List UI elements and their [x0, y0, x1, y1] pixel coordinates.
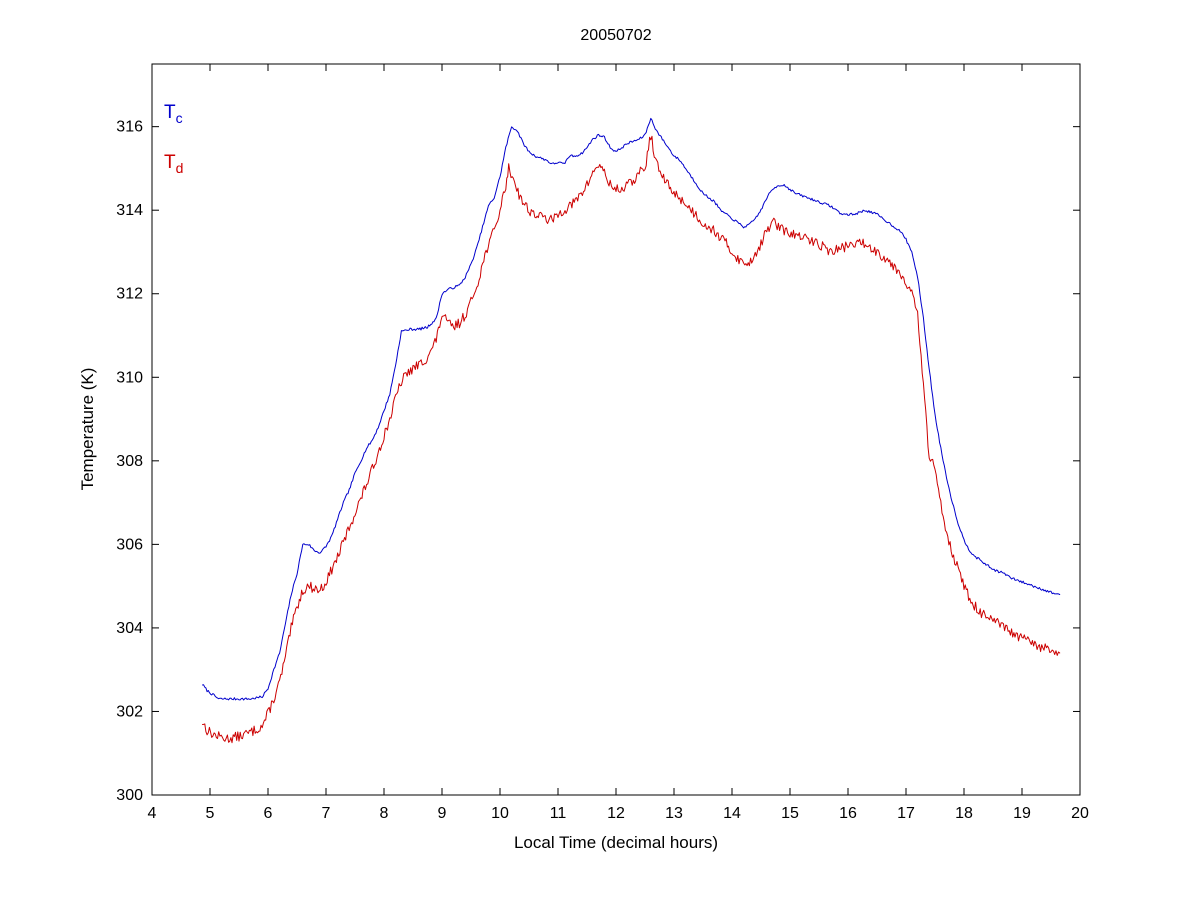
- x-axis-label: Local Time (decimal hours): [513, 833, 719, 852]
- x-tick-label-6: 6: [264, 805, 273, 822]
- x-tick-label-8: 8: [380, 805, 389, 822]
- x-tick-label-18: 18: [955, 805, 973, 822]
- y-tick-label-304: 304: [116, 620, 143, 637]
- x-tick-label-15: 15: [781, 805, 799, 822]
- y-tick-label-312: 312: [116, 286, 143, 303]
- x-tick-label-16: 16: [839, 805, 857, 822]
- legend-symbol-tc: T: [164, 102, 176, 123]
- x-tick-label-19: 19: [1013, 805, 1031, 822]
- legend-subscript-tc: c: [175, 109, 183, 126]
- x-tick-label-12: 12: [607, 805, 625, 822]
- x-ticks: 4 5 6 7 8 9 10 11 12 13 14 15 16 17 18 19 20: [148, 64, 1089, 822]
- legend-symbol-td: T: [164, 152, 176, 173]
- y-tick-label-310: 310: [116, 369, 143, 386]
- y-tick-label-314: 314: [116, 202, 143, 219]
- x-tick-label-5: 5: [206, 805, 215, 822]
- series-tc-line: [202, 117, 1061, 701]
- y-axis-label: Temperature (K): [78, 367, 97, 491]
- legend-subscript-td: d: [175, 159, 184, 176]
- x-tick-label-20: 20: [1071, 805, 1089, 822]
- x-tick-label-14: 14: [723, 805, 741, 822]
- y-tick-label-302: 302: [116, 703, 143, 720]
- series-td-line: [202, 135, 1061, 744]
- chart-title: 20050702: [580, 27, 652, 44]
- plot-box: [151, 63, 1081, 796]
- x-tick-label-11: 11: [550, 805, 567, 822]
- x-tick-label-9: 9: [438, 805, 447, 822]
- x-tick-label-13: 13: [665, 805, 683, 822]
- legend-entry-td: Td: [164, 152, 183, 176]
- x-tick-label-10: 10: [491, 805, 509, 822]
- x-tick-label-17: 17: [897, 805, 915, 822]
- y-tick-label-306: 306: [116, 536, 143, 553]
- y-tick-label-300: 300: [116, 787, 143, 804]
- legend-entry-tc: Tc: [164, 102, 183, 126]
- y-ticks: 300 302 304 306 308 310 312 314 316: [116, 119, 1080, 804]
- x-tick-label-7: 7: [322, 805, 331, 822]
- y-tick-label-308: 308: [116, 453, 143, 470]
- x-tick-label-4: 4: [148, 805, 157, 822]
- y-tick-label-316: 316: [116, 119, 143, 136]
